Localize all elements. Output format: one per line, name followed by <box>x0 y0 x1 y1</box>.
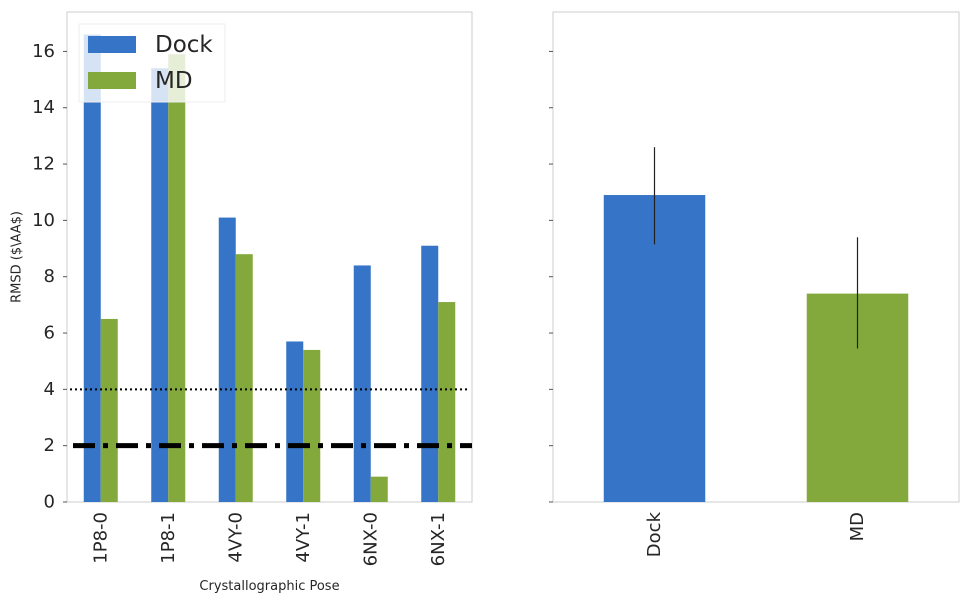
y-tick-label: 12 <box>32 154 55 175</box>
x-axis-label: Crystallographic Pose <box>199 579 339 594</box>
x-tick-label: 6NX-0 <box>360 512 381 566</box>
bar-md-6nx-1 <box>438 302 456 502</box>
bar-dock-4vy-0 <box>218 217 236 502</box>
bar-md-1p8-0 <box>100 318 118 502</box>
y-tick-label: 0 <box>44 492 55 513</box>
y-tick-label: 10 <box>32 210 55 231</box>
bar-md-4vy-1 <box>303 349 321 502</box>
bar-md-4vy-0 <box>235 254 253 502</box>
right-panel: Dock MD <box>549 11 960 557</box>
x-tick-label: 4VY-0 <box>225 512 246 563</box>
bar-dock-6nx-1 <box>421 245 439 502</box>
y-tick-label: 16 <box>32 41 55 62</box>
bar-mean-dock <box>603 195 706 503</box>
bar-md-6nx-0 <box>370 476 388 502</box>
legend-swatch-md <box>88 72 136 89</box>
bar-dock-1p8-0 <box>83 34 101 502</box>
bar-dock-4vy-1 <box>286 341 304 502</box>
y-tick-label: 4 <box>44 379 55 400</box>
bar-dock-1p8-1 <box>151 68 169 502</box>
bar-dock-6nx-0 <box>353 265 371 502</box>
x-tick-label: 1P8-0 <box>90 512 111 564</box>
bar-md-1p8-1 <box>168 54 186 502</box>
legend: Dock MD <box>78 23 226 103</box>
legend-swatch-dock <box>88 36 136 53</box>
x-tick-label: 4VY-1 <box>293 512 314 563</box>
y-tick-label: 14 <box>32 97 55 118</box>
y-tick-label: 8 <box>44 266 55 287</box>
x-tick-label-right: MD <box>847 512 868 541</box>
y-axis-label: RMSD ($\AA$) <box>10 211 25 303</box>
y-tick-label: 6 <box>44 323 55 344</box>
x-tick-label-right: Dock <box>644 511 665 557</box>
y-tick-label: 2 <box>44 435 55 456</box>
legend-label-md: MD <box>155 68 193 94</box>
legend-label-dock: Dock <box>155 32 213 58</box>
left-panel: 1P8-0 1P8-1 4VY-0 4VY-1 6NX-0 6NX-1 0 2 4 6 8 10 12 1… <box>10 11 473 594</box>
x-tick-label: 1P8-1 <box>158 512 179 564</box>
x-tick-label: 6NX-1 <box>428 512 449 566</box>
